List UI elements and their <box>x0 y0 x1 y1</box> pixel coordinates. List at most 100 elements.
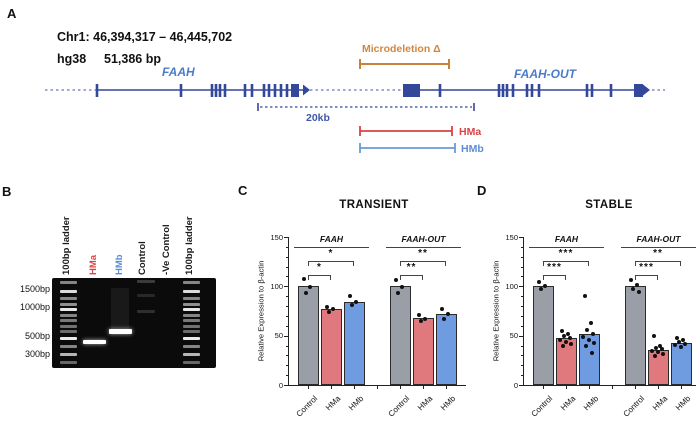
y-minor-tick <box>285 266 288 268</box>
faah-out-exons <box>438 84 613 97</box>
gel-size-marker: 1500bp <box>19 284 50 294</box>
y-minor-tick <box>520 306 523 308</box>
hmb-amplicon-bracket <box>359 143 456 153</box>
significance-stars: *** <box>639 262 654 273</box>
x-tick <box>566 386 567 389</box>
hmb-label: HMb <box>461 143 484 155</box>
bar-hma <box>320 309 342 385</box>
x-tick <box>681 386 682 389</box>
significance-bracket <box>308 261 354 266</box>
bar-hmb <box>578 333 600 385</box>
significance-stars: *** <box>558 248 574 259</box>
data-point <box>675 335 679 340</box>
data-point <box>394 278 398 283</box>
data-point <box>591 331 595 336</box>
faah-strand-arrow-icon <box>303 84 310 96</box>
chart-title: TRANSIENT <box>339 199 409 211</box>
y-axis-label: Relative Expression to β-actin <box>256 260 266 362</box>
genome-assembly: hg38 <box>57 52 86 66</box>
x-tick <box>423 386 424 389</box>
microdeletion-label: Microdeletion Δ <box>362 43 441 55</box>
significance-bracket <box>308 275 331 280</box>
significance-bracket <box>543 275 566 280</box>
y-major-tick <box>519 385 523 387</box>
data-point <box>677 339 681 344</box>
data-point <box>590 351 594 356</box>
data-point <box>327 309 331 314</box>
y-tick-label: 0 <box>513 380 518 390</box>
ladder-band <box>60 281 77 284</box>
data-point <box>587 337 591 342</box>
y-minor-tick <box>520 276 523 278</box>
scale-label: 20kb <box>306 112 330 124</box>
y-minor-tick <box>520 315 523 317</box>
x-tick <box>377 386 378 389</box>
data-point <box>583 294 587 299</box>
data-point <box>558 337 562 342</box>
ladder-band <box>183 290 200 293</box>
data-point <box>419 318 423 323</box>
microdeletion-bracket <box>359 59 450 69</box>
bar-hmb <box>343 302 365 385</box>
bar-hma <box>412 317 434 385</box>
bar-control <box>532 286 554 385</box>
data-point <box>637 290 641 295</box>
y-minor-tick <box>285 365 288 367</box>
group-label: FAAH-OUT <box>636 234 681 244</box>
bar-hma <box>555 337 577 385</box>
faah-gene-label: FAAH <box>162 65 195 79</box>
genomic-map: Chr1: 46,394,317 – 46,445,702 hg38 51,38… <box>45 30 665 155</box>
ladder-band <box>60 337 77 340</box>
ladder-band <box>60 345 77 348</box>
group-line <box>621 247 696 248</box>
ladder-band <box>60 353 77 356</box>
data-point <box>631 287 635 292</box>
y-axis-label: Relative Expression to β-actin <box>491 260 501 362</box>
y-minor-tick <box>520 256 523 258</box>
data-point <box>650 349 654 354</box>
x-tick <box>658 386 659 389</box>
pcr-band <box>83 340 106 344</box>
data-point <box>304 291 308 296</box>
ladder-band <box>60 319 77 322</box>
data-point <box>568 335 572 340</box>
gel-lane-label: HMa <box>88 254 99 275</box>
bar-hmb <box>670 342 692 385</box>
significance-stars: ** <box>418 248 428 259</box>
faah-out-first-exon <box>403 84 420 97</box>
pcr-band <box>137 280 155 283</box>
data-point <box>585 327 589 332</box>
ladder-band <box>60 325 77 328</box>
y-major-tick <box>284 237 288 239</box>
pcr-band <box>109 329 132 334</box>
bar-control <box>389 286 411 385</box>
pcr-band <box>137 294 155 297</box>
data-point <box>658 343 662 348</box>
gel-lane-label: -Ve Control <box>161 224 172 275</box>
ladder-band <box>183 361 200 364</box>
data-point <box>442 316 446 321</box>
x-category-label: HMb <box>582 394 601 413</box>
y-minor-tick <box>285 296 288 298</box>
gene-track <box>45 84 665 97</box>
x-category-label: HMa <box>651 394 670 413</box>
y-tick-label: 0 <box>278 380 283 390</box>
data-point <box>537 280 541 285</box>
data-point <box>661 352 665 357</box>
gel-background <box>52 278 216 368</box>
y-tick-label: 150 <box>270 232 283 242</box>
faah-exons <box>95 84 289 97</box>
pcr-band <box>111 288 129 328</box>
x-tick <box>354 386 355 389</box>
x-tick <box>308 386 309 389</box>
y-tick-label: 50 <box>274 331 283 341</box>
y-major-tick <box>284 385 288 387</box>
gel-lane-label: Control <box>137 241 148 275</box>
faah-out-strand-arrow-icon <box>643 84 650 96</box>
x-category-label: Control <box>529 394 555 419</box>
data-point <box>584 343 588 348</box>
ladder-band <box>183 330 200 333</box>
x-category-label: HMa <box>416 394 435 413</box>
x-category-label: Control <box>294 394 320 419</box>
pcr-band <box>137 310 155 313</box>
